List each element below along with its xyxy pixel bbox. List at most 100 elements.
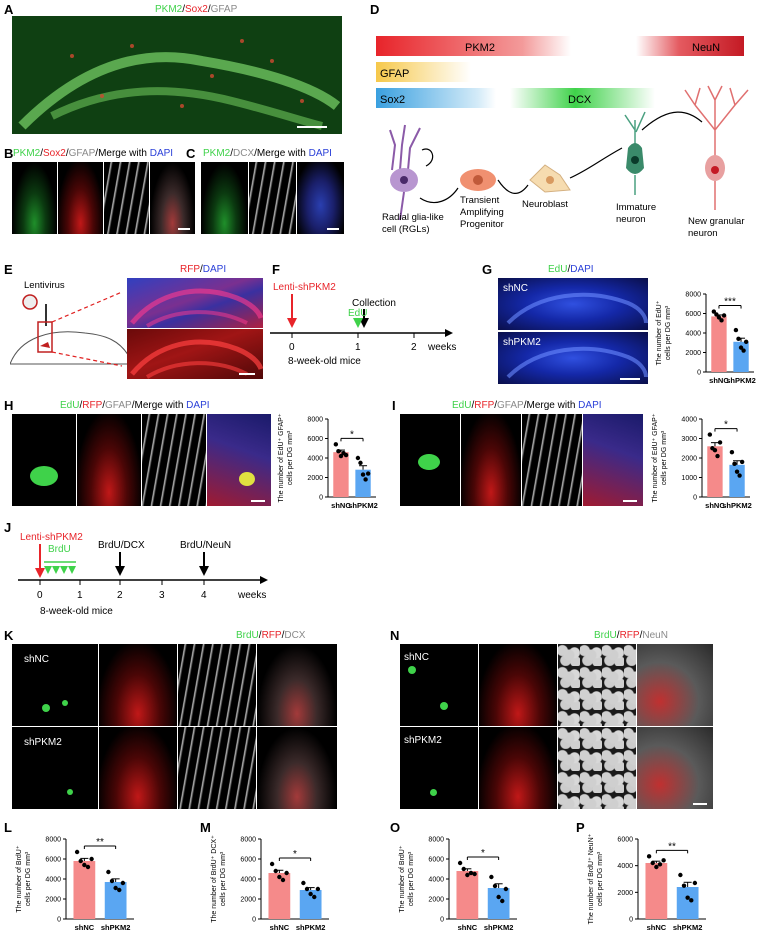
- title-g: EdU/DAPI: [548, 264, 594, 275]
- bar-neun-label: NeuN: [692, 42, 720, 54]
- y-tick-label: 4000: [307, 456, 323, 463]
- panel-label-c: C: [186, 146, 196, 161]
- bar-sox2-label: Sox2: [380, 94, 405, 106]
- data-point: [85, 864, 91, 870]
- micrograph-n-shnc-rfp: [479, 644, 557, 726]
- label-new-neuron: New granular neuron: [688, 216, 745, 239]
- lineage-arrows: [419, 111, 703, 203]
- data-point: [106, 869, 111, 875]
- j-dcx-label: BrdU/DCX: [98, 540, 145, 551]
- chart-m: The number of BrdU⁺ DCX⁺ cells per DG mm³…: [211, 835, 329, 932]
- tap-cell: [460, 169, 496, 191]
- bar-dcx: [510, 88, 655, 108]
- micrograph-i-rfp: [461, 414, 521, 506]
- panel-label-b: B: [4, 146, 14, 161]
- data-point: [457, 860, 463, 866]
- y-tick-label: 2000: [428, 897, 444, 904]
- sig-label: *: [481, 848, 485, 859]
- data-point: [461, 866, 466, 872]
- j-unit: weeks: [237, 590, 266, 601]
- chart-l: The number of BrdU⁺ cells per DG mm³ 0 2000…: [16, 837, 134, 932]
- data-point: [273, 868, 278, 874]
- bar-dcx-label: DCX: [568, 94, 592, 106]
- chart-p: The number of BrdU⁺ NeuN⁺ cells per DG mm…: [588, 833, 706, 932]
- data-point: [721, 313, 727, 318]
- data-point: [714, 312, 719, 317]
- data-point: [732, 461, 737, 467]
- y-tick-label: 4000: [617, 863, 633, 870]
- y-tick-label: 4000: [685, 331, 701, 338]
- data-point: [363, 477, 368, 482]
- data-point: [729, 449, 735, 455]
- y-tick-label: 0: [693, 495, 697, 502]
- data-point: [120, 880, 126, 886]
- data-point: [343, 452, 349, 458]
- data-point: [741, 348, 746, 353]
- brain-icon: [10, 331, 131, 365]
- y-tick-label: 6000: [45, 857, 61, 864]
- y-axis-label: The number of EdU⁺ GFAP⁺ cells per DG mm³: [652, 413, 668, 502]
- j-treat-arrow: [35, 568, 45, 578]
- y-axis-label: The number of BrdU⁺ DCX⁺ cells per DG mm³: [211, 835, 227, 923]
- data-point: [734, 469, 740, 474]
- title-i: EdU/RFP/GFAP/Merge with DAPI: [452, 400, 602, 411]
- data-point: [657, 862, 663, 867]
- j-tick-2: 2: [117, 590, 123, 601]
- y-axis-label: The number of EdU⁺ GFAP⁺ cells per DG mm³: [278, 413, 294, 502]
- data-point: [503, 886, 509, 892]
- data-point: [492, 883, 498, 889]
- panel-label-g: G: [482, 262, 493, 277]
- data-point: [685, 895, 690, 900]
- y-tick-label: 0: [440, 917, 444, 924]
- scale-bar: [693, 803, 707, 805]
- scale-bar: [251, 500, 265, 502]
- x-tick-label: shNC: [270, 923, 290, 932]
- scale-bar: [297, 126, 327, 128]
- sig-label: *: [724, 420, 728, 431]
- data-point: [74, 849, 80, 855]
- y-axis-label: The number of BrdU⁺ NeuN⁺ cells per DG mm…: [588, 833, 604, 924]
- y-tick-label: 4000: [681, 417, 697, 424]
- data-point: [736, 336, 741, 342]
- micrograph-k-shpkm2-brdu: shPKM2: [12, 727, 98, 809]
- y-tick-label: 8000: [240, 837, 256, 844]
- y-tick-label: 4000: [240, 877, 256, 884]
- sig-label: ***: [724, 297, 736, 308]
- x-tick-label: shNC: [75, 923, 95, 932]
- j-brdu-arrows: [44, 566, 76, 574]
- x-tick-label: shNC: [458, 923, 478, 932]
- data-point: [646, 854, 652, 859]
- data-point: [277, 874, 282, 880]
- micrograph-n-shpkm2-neun: [558, 727, 636, 809]
- data-point: [355, 455, 361, 461]
- schematic-e: Lentivirus: [10, 280, 131, 367]
- chart-i: The number of EdU⁺ GFAP⁺ cells per DG mm³…: [652, 413, 752, 510]
- micrograph-b-merge: [150, 162, 195, 234]
- lentivirus-label: Lentivirus: [24, 280, 65, 291]
- data-point: [489, 874, 494, 880]
- y-axis-label: The number of BrdU⁺ cells per DG mm³: [399, 845, 415, 912]
- label-rgl: Radial glia-like cell (RGLs): [382, 212, 444, 235]
- bar-shPKM2: [729, 464, 745, 497]
- data-point: [82, 862, 87, 868]
- zoom-lines: [51, 291, 123, 367]
- micrograph-c-pkm2: [201, 162, 248, 234]
- j-tick-3: 3: [159, 590, 165, 601]
- micrograph-k-shpkm2-merge: [257, 727, 337, 809]
- micrograph-e-merge: [127, 278, 263, 328]
- panel-label-f: F: [272, 262, 280, 277]
- micrograph-k-shnc-rfp: [99, 644, 177, 726]
- data-point: [360, 472, 366, 477]
- micrograph-b-gfap: [104, 162, 149, 234]
- y-tick-label: 4000: [428, 877, 444, 884]
- micrograph-h-gfap: [142, 414, 206, 506]
- scale-bar: [327, 228, 339, 230]
- data-point: [715, 453, 720, 459]
- g-label-shnc: shNC: [503, 283, 529, 294]
- micrograph-k-shpkm2-rfp: [99, 727, 177, 809]
- data-point: [304, 886, 310, 892]
- panel-label-o: O: [390, 820, 401, 835]
- micrograph-n-shnc-brdu: shNC: [400, 644, 478, 726]
- micrograph-k-shnc-dcx: [178, 644, 256, 726]
- x-tick-label: shPKM2: [101, 923, 131, 932]
